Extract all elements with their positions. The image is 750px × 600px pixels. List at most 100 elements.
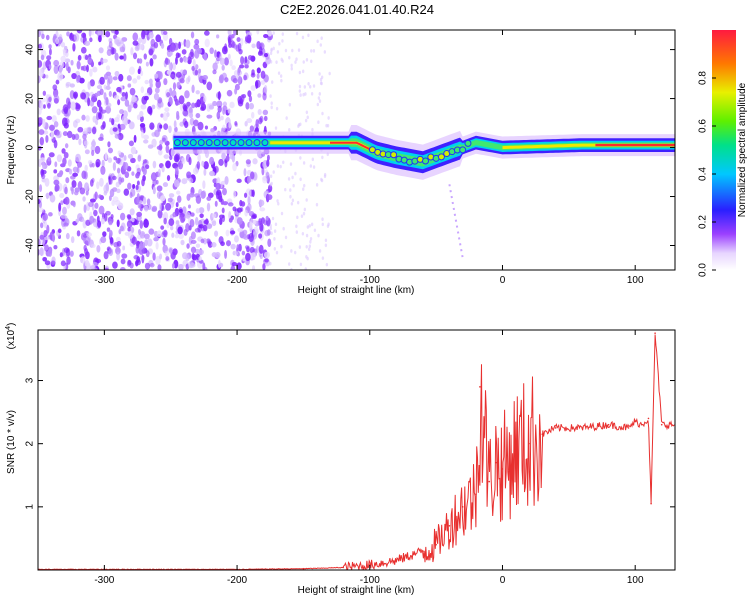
noise-dot	[267, 184, 273, 193]
noise-dot	[64, 143, 69, 149]
faint-noise-dot	[317, 96, 321, 100]
noise-dot	[128, 121, 135, 130]
noise-dot	[181, 49, 187, 55]
noise-dot	[85, 251, 90, 260]
noise-dot	[229, 230, 236, 235]
noise-dot	[97, 30, 102, 36]
faint-noise-dot	[323, 172, 327, 177]
noise-dot	[126, 75, 132, 82]
noise-dot	[221, 207, 225, 214]
noise-dot	[251, 189, 255, 198]
noise-dot	[175, 71, 182, 78]
noise-dot	[163, 30, 168, 35]
noise-dot	[38, 30, 42, 38]
noise-dot	[76, 62, 81, 68]
noise-dot	[41, 33, 45, 40]
noise-dot	[263, 84, 268, 94]
noise-dot	[179, 57, 184, 63]
noise-dot	[256, 30, 260, 35]
noise-dot	[219, 262, 224, 268]
noise-dot	[49, 124, 55, 131]
noise-dot	[56, 154, 62, 163]
faint-noise-dot	[275, 250, 279, 255]
noise-dot	[129, 87, 136, 96]
faint-noise-dot	[284, 48, 288, 53]
spectrogram-x-tick-label: 100	[627, 275, 644, 286]
noise-dot	[132, 40, 139, 46]
noise-dot	[127, 259, 132, 266]
noise-dot	[202, 180, 206, 190]
noise-dot	[191, 252, 195, 260]
noise-dot	[168, 218, 175, 226]
noise-dot	[232, 250, 236, 256]
noise-dot	[196, 161, 201, 170]
noise-dot	[38, 198, 41, 205]
noise-dot	[86, 232, 93, 237]
noise-dot	[146, 198, 151, 206]
spectrogram-y-ticks: -40 -20 0 20 40	[25, 44, 675, 253]
noise-dot	[166, 174, 171, 181]
noise-dot	[65, 81, 72, 87]
noise-dot	[177, 226, 183, 235]
noise-dot	[72, 120, 78, 128]
snr-marks	[38, 332, 675, 570]
spectrogram-x-tick-label: -300	[94, 275, 114, 286]
noise-dot	[127, 83, 132, 88]
noise-dot	[148, 228, 155, 235]
noise-dot	[77, 126, 84, 133]
noise-dot	[152, 54, 157, 60]
noise-dot	[64, 196, 70, 205]
noise-dot	[144, 79, 149, 85]
noise-dot	[178, 214, 183, 220]
noise-dot	[204, 38, 210, 48]
noise-dot	[81, 114, 86, 121]
noise-dot	[162, 237, 166, 246]
faint-noise-dot	[287, 177, 291, 181]
noise-dot	[112, 175, 117, 181]
noise-dot	[216, 111, 221, 120]
noise-dot	[206, 202, 211, 212]
faint-noise-dot	[289, 188, 292, 192]
faint-noise-dot	[299, 156, 302, 160]
noise-dot	[45, 134, 49, 143]
noise-dot	[176, 81, 181, 89]
noise-dot	[136, 114, 141, 121]
noise-dot	[174, 169, 180, 176]
noise-dot	[147, 144, 154, 149]
noise-dot	[232, 190, 237, 199]
noise-dot	[143, 95, 149, 101]
noise-dot	[116, 251, 121, 261]
noise-dot	[266, 194, 273, 200]
noise-dot	[161, 166, 165, 173]
noise-dot	[234, 235, 239, 243]
noise-dot	[148, 107, 153, 116]
noise-dot	[105, 97, 109, 106]
noise-dot	[148, 47, 154, 56]
noise-dot	[97, 220, 102, 228]
faint-noise-dot	[301, 69, 305, 74]
noise-dot	[222, 101, 228, 107]
noise-dot	[239, 199, 243, 207]
noise-dot	[266, 159, 270, 167]
noise-dot	[206, 223, 213, 230]
noise-dot	[38, 75, 41, 84]
snr-x-ticks: -300 -200 -100 0 100	[94, 330, 644, 586]
snr-x-tick-label: 100	[627, 575, 644, 586]
noise-dot	[214, 49, 217, 58]
snr-y-label: SNR (10 * v/v)	[6, 410, 17, 474]
noise-dot	[247, 196, 251, 205]
noise-dot	[240, 94, 245, 103]
noise-dot	[136, 75, 141, 80]
ridge-bead	[464, 139, 472, 147]
faint-noise-dot	[295, 31, 299, 36]
noise-dot	[91, 267, 98, 270]
noise-dot	[113, 156, 118, 161]
faint-noise-dot	[321, 111, 324, 116]
noise-dot	[168, 62, 172, 71]
noise-dot	[263, 33, 269, 39]
noise-dot	[142, 196, 147, 205]
faint-noise-dot	[299, 262, 303, 267]
faint-noise-dot	[273, 237, 276, 241]
noise-dot	[245, 252, 251, 262]
